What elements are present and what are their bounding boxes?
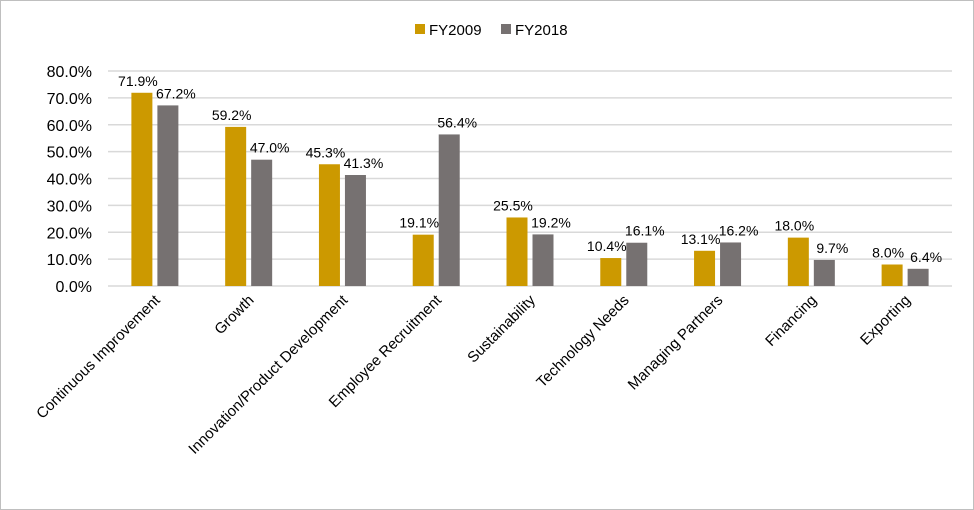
bar-fy2009 xyxy=(694,250,716,286)
bar-fy2018 xyxy=(907,268,929,286)
data-label: 45.3% xyxy=(306,144,346,160)
y-tick-label: 10.0% xyxy=(47,252,92,269)
bar-fy2018 xyxy=(344,175,366,286)
bar-fy2009 xyxy=(787,237,809,286)
data-label: 67.2% xyxy=(156,85,196,101)
y-tick-label: 40.0% xyxy=(47,172,92,189)
data-label: 9.7% xyxy=(816,240,848,256)
bar-fy2018 xyxy=(251,159,273,286)
y-tick-label: 60.0% xyxy=(47,118,92,135)
y-tick-label: 0.0% xyxy=(56,279,92,296)
x-category-label: Managing Partners xyxy=(625,292,727,394)
y-tick-label: 80.0% xyxy=(47,64,92,81)
data-label: 56.4% xyxy=(437,114,477,130)
data-label: 6.4% xyxy=(910,249,942,265)
data-label: 47.0% xyxy=(250,140,290,156)
bar-fy2018 xyxy=(720,242,742,286)
y-tick-label: 30.0% xyxy=(47,198,92,215)
data-label: 18.0% xyxy=(774,218,814,234)
y-tick-label: 70.0% xyxy=(47,91,92,108)
data-label: 19.1% xyxy=(399,215,439,231)
x-category-label: Growth xyxy=(211,292,257,338)
x-category-label: Continuous Improvement xyxy=(33,291,164,422)
bar-fy2009 xyxy=(131,92,153,286)
data-label: 19.2% xyxy=(531,214,571,230)
bar-fy2009 xyxy=(225,126,247,287)
x-category-label: Innovation/Product Development xyxy=(185,291,351,457)
bar-fy2009 xyxy=(506,217,528,286)
data-label: 25.5% xyxy=(493,197,533,213)
legend-label: FY2018 xyxy=(515,22,568,39)
data-label: 10.4% xyxy=(587,238,627,254)
data-label: 8.0% xyxy=(872,245,904,261)
bar-fy2009 xyxy=(318,164,340,286)
data-label: 16.1% xyxy=(625,223,665,239)
y-tick-label: 50.0% xyxy=(47,145,92,162)
bar-fy2009 xyxy=(412,234,434,286)
data-label: 13.1% xyxy=(681,231,721,247)
data-label: 16.2% xyxy=(719,222,759,238)
legend-label: FY2009 xyxy=(429,22,482,39)
legend-swatch-fy2018 xyxy=(501,24,511,34)
y-tick-label: 20.0% xyxy=(47,225,92,242)
bar-fy2009 xyxy=(881,264,903,286)
x-category-label: Financing xyxy=(762,292,820,350)
data-label: 59.2% xyxy=(212,107,252,123)
legend-swatch-fy2009 xyxy=(415,24,425,34)
bar-fy2018 xyxy=(157,105,179,287)
bar-fy2018 xyxy=(626,242,648,286)
bar-fy2018 xyxy=(813,259,835,286)
x-category-label: Technology Needs xyxy=(533,292,632,391)
bar-fy2018 xyxy=(438,134,460,286)
x-category-label: Sustainability xyxy=(464,291,539,366)
data-label: 41.3% xyxy=(344,155,384,171)
bar-fy2009 xyxy=(600,258,622,286)
bar-fy2018 xyxy=(532,234,554,286)
x-category-label: Exporting xyxy=(857,292,914,349)
data-label: 71.9% xyxy=(118,73,158,89)
